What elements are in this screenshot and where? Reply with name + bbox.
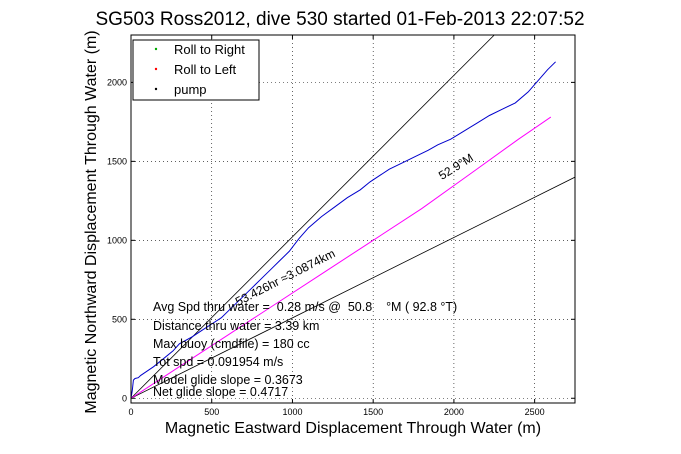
annotation-avg-speed: Avg Spd thru water = 0.28 m/s @ 50.8 °M …	[153, 300, 457, 314]
legend-marker-roll-left	[154, 67, 158, 71]
x-tick-label: 0	[128, 407, 133, 417]
annotation-model-glide: Model glide slope = 0.3673	[153, 373, 303, 387]
legend-label-roll-right: Roll to Right	[174, 42, 245, 57]
x-tick-label: 500	[204, 407, 219, 417]
x-tick-label: 1500	[363, 407, 383, 417]
legend-entry-pump: pump	[154, 82, 207, 97]
chart-title: SG503 Ross2012, dive 530 started 01-Feb-…	[95, 9, 584, 30]
legend-entry-roll-right: Roll to Right	[154, 42, 245, 57]
legend-marker-roll-right	[154, 47, 158, 51]
legend-marker-pump	[154, 87, 158, 91]
y-axis-label: Magnetic Northward Displacement Through …	[83, 30, 100, 413]
legend-label-pump: pump	[174, 82, 207, 97]
annotation-total-speed: Tot spd = 0.091954 m/s	[153, 355, 283, 369]
annotation-net-glide: Net glide slope = 0.4717	[153, 385, 288, 399]
y-tick-label: 2000	[107, 77, 127, 87]
x-tick-label: 2500	[525, 407, 545, 417]
legend-entry-roll-left: Roll to Left	[154, 62, 237, 77]
y-tick-label: 1000	[107, 235, 127, 245]
axis-ticks: 0 500 1000 1500 2000 2500 0 500 1000 1500 2000	[107, 35, 575, 417]
legend-box	[132, 39, 260, 101]
y-tick-label: 0	[122, 393, 127, 403]
y-tick-label: 500	[112, 314, 127, 324]
x-tick-label: 2000	[444, 407, 464, 417]
series-line-0	[131, 61, 556, 399]
legend: Roll to Right Roll to Left pump	[132, 39, 260, 101]
plot-frame	[130, 34, 576, 404]
annotation-distance: Distance thru water = 3.39 km	[153, 319, 319, 333]
stats-annotations: Avg Spd thru water = 0.28 m/s @ 50.8 °M …	[153, 300, 457, 399]
annotation-max-buoy: Max buoy (cmdfile) = 180 cc	[153, 337, 310, 351]
series-line-1	[131, 116, 552, 399]
reference-line-1	[131, 176, 575, 399]
x-axis-label: Magnetic Eastward Displacement Through W…	[165, 420, 541, 437]
legend-label-roll-left: Roll to Left	[174, 62, 237, 77]
y-tick-label: 1500	[107, 156, 127, 166]
x-tick-label: 1000	[282, 407, 302, 417]
trajectory-series	[131, 61, 556, 399]
